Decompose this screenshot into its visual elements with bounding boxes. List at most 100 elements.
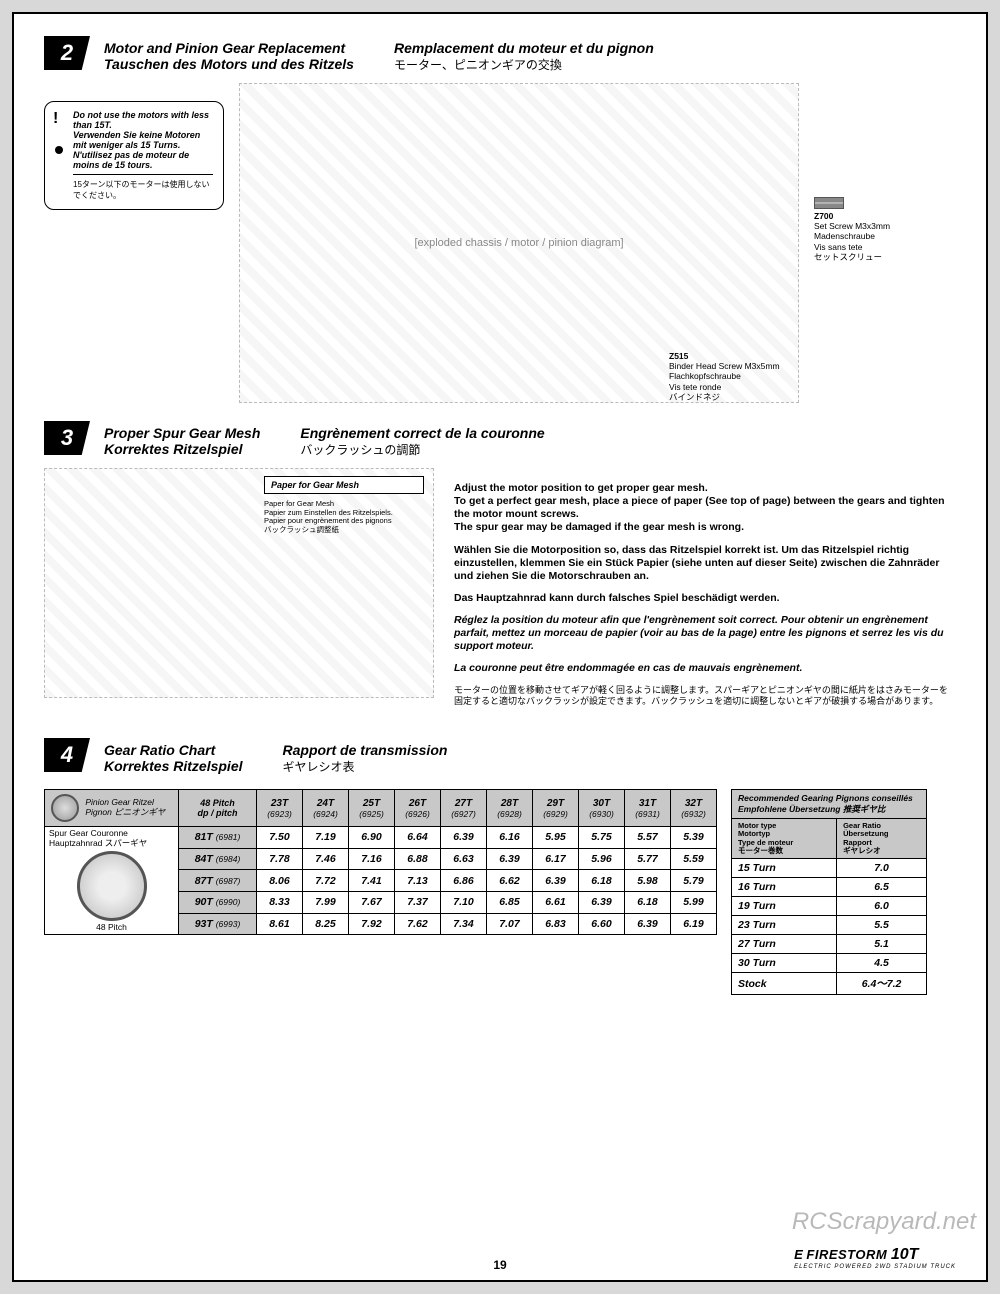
- ratio-value: 6.90: [349, 827, 395, 849]
- ratio-value: 5.75: [579, 827, 625, 849]
- warn-en: Do not use the motors with less than 15T…: [73, 110, 213, 130]
- rec-motor: 30 Turn: [732, 954, 837, 973]
- paper-sub-jp: バックラッシュ調整紙: [264, 526, 434, 535]
- ratio-value: 6.16: [487, 827, 533, 849]
- page-number: 19: [493, 1258, 506, 1272]
- pinion-label: Pinion Gear Ritzel Pignon ピニオンギヤ: [85, 798, 165, 818]
- spur-row-hdr: 90T (6990): [179, 891, 257, 913]
- rec-ratio: 7.0: [837, 859, 927, 878]
- s3-fr1: Réglez la position du moteur afin que l'…: [454, 614, 944, 652]
- ratio-value: 7.62: [395, 913, 441, 935]
- pinion-tooth-hdr: 32T(6932): [671, 790, 717, 827]
- ratio-value: 7.50: [257, 827, 303, 849]
- ratio-value: 7.78: [257, 848, 303, 870]
- ratio-value: 6.18: [625, 891, 671, 913]
- step-badge-4: 4: [44, 738, 90, 772]
- rec-title: Recommended Gearing Pignons conseillés E…: [732, 790, 927, 819]
- sec2-title-de: Tauschen des Motors und des Ritzels: [104, 56, 354, 72]
- ratio-value: 6.39: [487, 848, 533, 870]
- rec-ratio: 4.5: [837, 954, 927, 973]
- ratio-value: 7.92: [349, 913, 395, 935]
- rec-hdr-ratio: Gear Ratio Übersetzung Rapport ギヤレシオ: [837, 819, 927, 859]
- footer: 19 E FIRESTORM 10T ELECTRIC POWERED 2WD …: [14, 1258, 986, 1272]
- s3-de1: Wählen Sie die Motorposition so, dass da…: [454, 544, 956, 583]
- section-3-header: 3 Proper Spur Gear Mesh Korrektes Ritzel…: [44, 421, 956, 458]
- ratio-value: 6.63: [441, 848, 487, 870]
- section-3: 3 Proper Spur Gear Mesh Korrektes Ritzel…: [44, 421, 956, 716]
- paper-sub: Paper for Gear Mesh Papier zum Einstelle…: [264, 500, 434, 535]
- ratio-value: 8.61: [257, 913, 303, 935]
- sec4-title-de: Korrektes Ritzelspiel: [104, 758, 243, 774]
- rec-title-text: Recommended Gearing Pignons conseillés E…: [738, 793, 913, 814]
- spur-row-hdr: 87T (6987): [179, 870, 257, 892]
- brand-name: FIRESTORM: [806, 1247, 887, 1262]
- ratio-value: 7.72: [303, 870, 349, 892]
- ratio-value: 5.98: [625, 870, 671, 892]
- sec3-title-jp: バックラッシュの調節: [300, 441, 544, 458]
- z515-jp: バインドネジ: [669, 392, 780, 402]
- rec-motor: 19 Turn: [732, 897, 837, 916]
- ratio-value: 6.39: [441, 827, 487, 849]
- brand-model: 10T: [891, 1246, 919, 1263]
- section-4-header: 4 Gear Ratio Chart Korrektes Ritzelspiel…: [44, 738, 956, 775]
- sec2-title-jp: モーター、ピニオンギアの交換: [394, 56, 654, 73]
- ratio-value: 7.37: [395, 891, 441, 913]
- rec-motor: 23 Turn: [732, 916, 837, 935]
- spur-row-hdr: 93T (6993): [179, 913, 257, 935]
- s3-fr2: La couronne peut être endommagée en cas …: [454, 662, 802, 674]
- ratio-value: 7.67: [349, 891, 395, 913]
- pinion-icon: [51, 794, 79, 822]
- ratio-value: 6.39: [625, 913, 671, 935]
- ratio-value: 6.60: [579, 913, 625, 935]
- ratio-value: 8.25: [303, 913, 349, 935]
- section-2-header: 2 Motor and Pinion Gear Replacement Taus…: [44, 36, 956, 73]
- ratio-value: 6.85: [487, 891, 533, 913]
- z700-en: Set Screw M3x3mm: [814, 221, 890, 231]
- gear-ratio-table: Pinion Gear Ritzel Pignon ピニオンギヤ 48 Pitc…: [44, 789, 717, 935]
- recommended-gearing-table: Recommended Gearing Pignons conseillés E…: [731, 789, 927, 995]
- s3-jp: モーターの位置を移動させてギアが軽く回るように調整します。スパーギアとピニオンギ…: [454, 685, 956, 708]
- ratio-value: 6.88: [395, 848, 441, 870]
- section-4-titles: Gear Ratio Chart Korrektes Ritzelspiel R…: [104, 738, 447, 775]
- ratio-value: 6.19: [671, 913, 717, 935]
- step-badge-2: 2: [44, 36, 90, 70]
- warning-box: ! Do not use the motors with less than 1…: [44, 101, 224, 210]
- brand-logo: E FIRESTORM 10T ELECTRIC POWERED 2WD STA…: [794, 1246, 956, 1270]
- sec2-title-en: Motor and Pinion Gear Replacement: [104, 40, 354, 56]
- paper-box: Paper for Gear Mesh: [264, 476, 424, 494]
- warn-de: Verwenden Sie keine Motoren mit weniger …: [73, 130, 213, 150]
- pinion-tooth-hdr: 27T(6927): [441, 790, 487, 827]
- pinion-tooth-hdr: 30T(6930): [579, 790, 625, 827]
- rec-hdr-ratio-text: Gear Ratio Übersetzung Rapport ギヤレシオ: [843, 821, 888, 855]
- ratio-value: 5.59: [671, 848, 717, 870]
- ratio-value: 5.96: [579, 848, 625, 870]
- ratio-value: 8.06: [257, 870, 303, 892]
- pinion-tooth-hdr: 25T(6925): [349, 790, 395, 827]
- ratio-value: 6.39: [533, 870, 579, 892]
- z515-no: Z515: [669, 351, 780, 361]
- z700-fr: Vis sans tete: [814, 242, 890, 252]
- sec4-title-en: Gear Ratio Chart: [104, 742, 243, 758]
- rec-ratio: 5.5: [837, 916, 927, 935]
- ratio-value: 6.18: [579, 870, 625, 892]
- ratio-value: 7.41: [349, 870, 395, 892]
- ratio-value: 8.33: [257, 891, 303, 913]
- rec-motor: Stock: [732, 973, 837, 995]
- spur-gear-icon: [77, 851, 147, 921]
- ratio-value: 7.13: [395, 870, 441, 892]
- section-4-tables: Pinion Gear Ritzel Pignon ピニオンギヤ 48 Pitc…: [44, 789, 956, 995]
- spur-row-hdr: 84T (6984): [179, 848, 257, 870]
- rec-motor: 16 Turn: [732, 878, 837, 897]
- pinion-tooth-hdr: 31T(6931): [625, 790, 671, 827]
- bullet-icon: [55, 146, 63, 154]
- section-2-titles: Motor and Pinion Gear Replacement Tausch…: [104, 36, 654, 73]
- sec4-title-jp: ギヤレシオ表: [283, 758, 448, 775]
- warn-jp: 15ターン以下のモーターは使用しないでください。: [73, 179, 213, 201]
- z700-no: Z700: [814, 211, 890, 221]
- section-2-diagram: ! Do not use the motors with less than 1…: [44, 83, 956, 403]
- z700-jp: セットスクリュー: [814, 252, 890, 262]
- z515-en: Binder Head Screw M3x5mm: [669, 361, 780, 371]
- ratio-value: 5.77: [625, 848, 671, 870]
- z515-fr: Vis tete ronde: [669, 382, 780, 392]
- z515-de: Flachkopfschraube: [669, 371, 780, 381]
